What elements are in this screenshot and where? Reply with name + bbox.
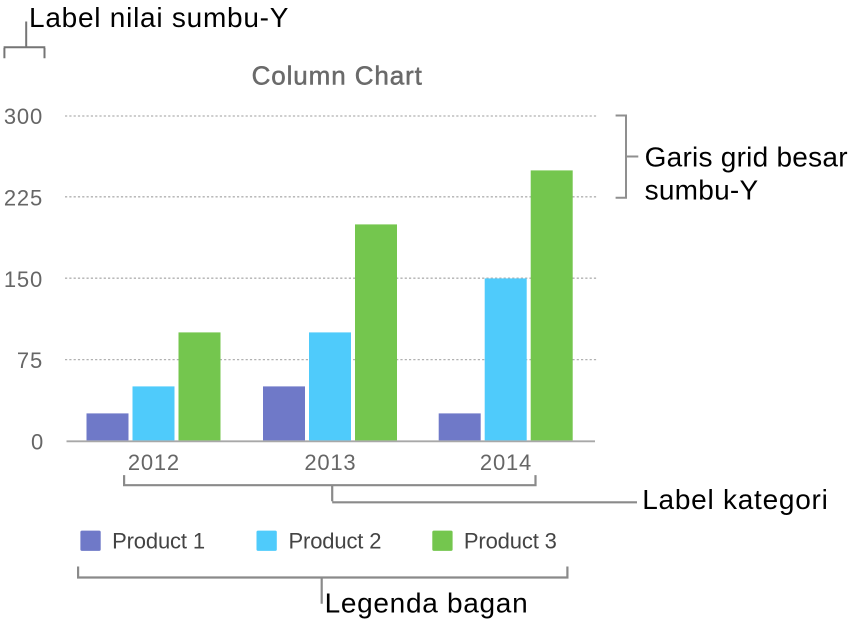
svg-text:2013: 2013 xyxy=(304,450,356,475)
svg-text:Product 2: Product 2 xyxy=(289,528,382,553)
svg-text:Legenda bagan: Legenda bagan xyxy=(325,587,529,618)
svg-text:75: 75 xyxy=(17,348,43,373)
svg-text:150: 150 xyxy=(4,267,43,292)
svg-text:0: 0 xyxy=(31,430,44,455)
svg-text:Column Chart: Column Chart xyxy=(252,61,423,91)
svg-text:2012: 2012 xyxy=(128,450,180,475)
svg-text:2014: 2014 xyxy=(480,450,532,475)
svg-text:Garis grid besar: Garis grid besar xyxy=(645,142,848,173)
svg-text:Label nilai sumbu-Y: Label nilai sumbu-Y xyxy=(29,2,289,33)
svg-text:sumbu-Y: sumbu-Y xyxy=(645,175,759,206)
svg-text:225: 225 xyxy=(4,186,43,211)
svg-text:Label kategori: Label kategori xyxy=(642,484,828,515)
svg-text:300: 300 xyxy=(4,104,43,129)
svg-text:Product 3: Product 3 xyxy=(464,528,557,553)
svg-text:Product 1: Product 1 xyxy=(112,528,205,553)
